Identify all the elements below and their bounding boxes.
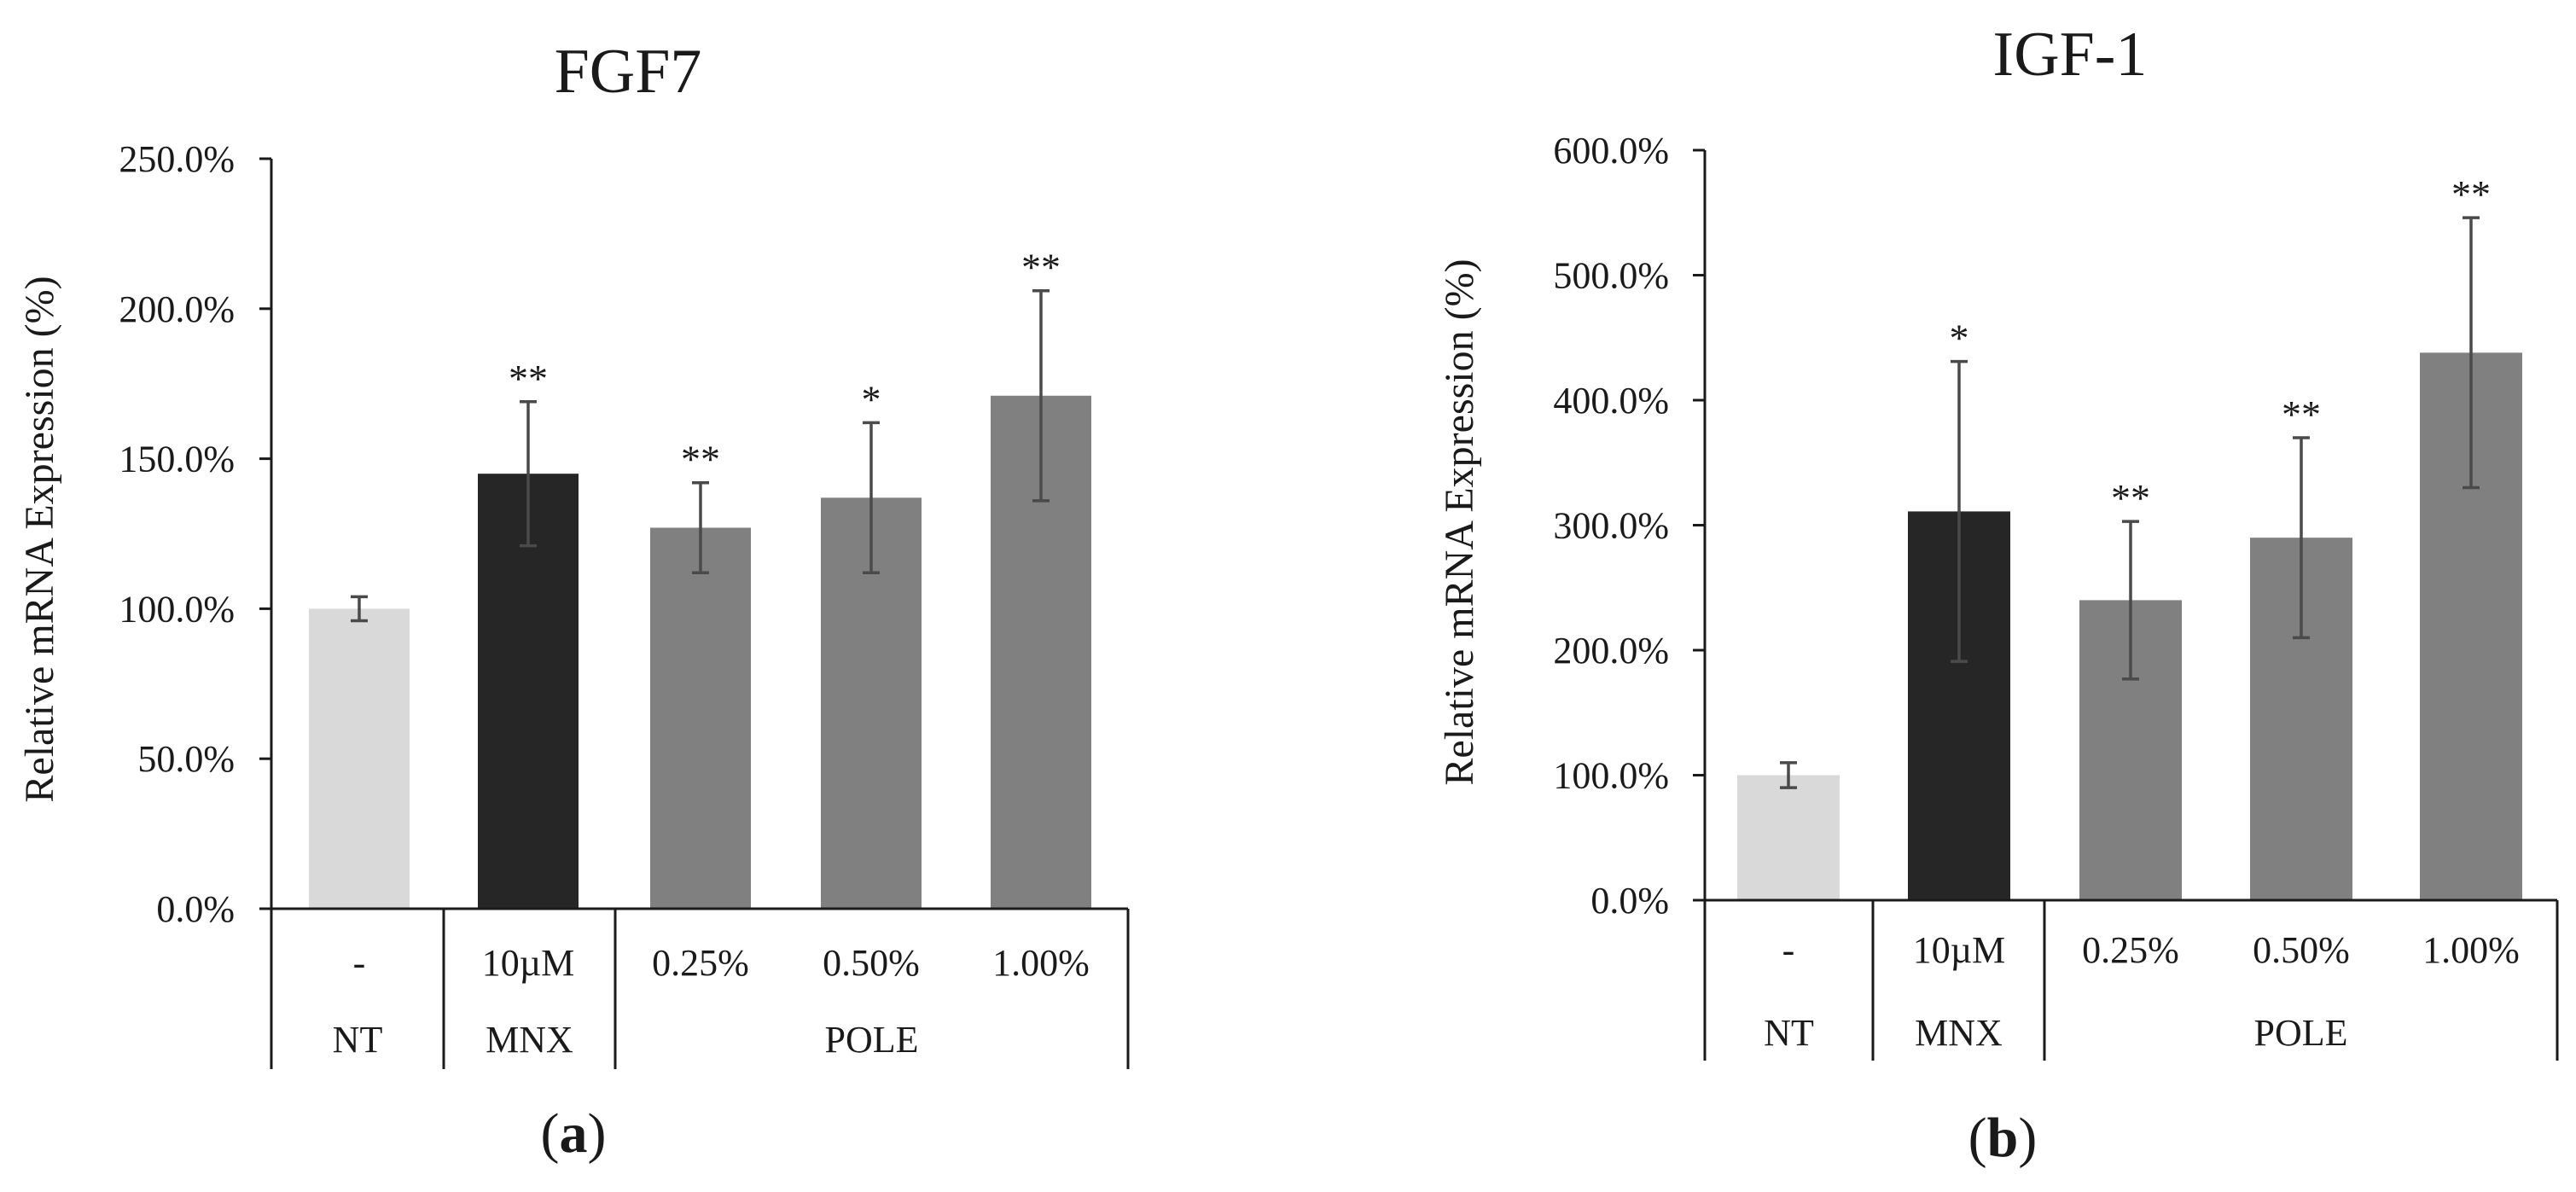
significance-marker: ** [509, 357, 548, 400]
bar [309, 608, 410, 909]
panel-paren-open: ( [541, 1102, 560, 1165]
significance-marker: ** [1021, 246, 1061, 289]
y-tick-label: 400.0% [1553, 380, 1669, 422]
panel-label: (b) [1968, 1107, 2038, 1169]
panel-letter: b [1987, 1107, 2019, 1169]
significance-marker: * [1950, 317, 1969, 360]
panel-letter: a [560, 1102, 588, 1165]
chart-title: IGF-1 [1993, 20, 2148, 90]
bar [650, 527, 751, 909]
y-tick-label: 250.0% [119, 138, 235, 180]
significance-marker: ** [2111, 476, 2150, 520]
chart-igf1: IGF-1 0.0% 100.0% 200.0% 300.0% 400.0% 500.0% 6… [1437, 20, 2559, 1169]
panel-paren-open: ( [1968, 1107, 1987, 1169]
significance-marker: ** [681, 438, 720, 481]
y-axis-label: Relative mRNA Expression (%) [17, 276, 62, 802]
y-tick-label: 500.0% [1553, 255, 1669, 297]
panel-label: (a) [541, 1102, 607, 1165]
y-tick-label: 300.0% [1553, 505, 1669, 547]
chart-fgf7: FGF7 0.0% 50.0% 100.0% 150.0% 200.0% 250.0% Rel… [17, 37, 1130, 1165]
chart-title: FGF7 [555, 37, 702, 107]
category-label: - [1782, 929, 1795, 971]
group-label: MNX [486, 1019, 573, 1061]
y-tick-label: 100.0% [1553, 755, 1669, 797]
y-tick-label: 0.0% [1590, 880, 1669, 922]
category-label: 1.00% [992, 942, 1090, 984]
significance-marker: * [862, 377, 881, 421]
panel-paren-close: ) [588, 1102, 607, 1165]
group-label: NT [333, 1019, 383, 1061]
significance-marker: ** [2282, 392, 2321, 436]
bar [1737, 775, 1840, 900]
group-label: NT [1764, 1012, 1814, 1054]
y-tick-label: 600.0% [1553, 130, 1669, 172]
y-axis-label: Relative mRNA Expression (%) [1437, 259, 1482, 785]
group-label: POLE [825, 1019, 919, 1061]
y-tick-label: 0.0% [156, 888, 235, 930]
category-label: 0.25% [652, 942, 749, 984]
category-label: 10µM [1913, 929, 2005, 971]
group-label: POLE [2254, 1012, 2348, 1054]
y-tick-label: 100.0% [119, 588, 235, 630]
category-label: 0.25% [2082, 929, 2179, 971]
panel-paren-close: ) [2018, 1107, 2037, 1169]
y-tick-label: 200.0% [119, 288, 235, 330]
category-label: 0.50% [2253, 929, 2350, 971]
category-label: 1.00% [2422, 929, 2520, 971]
y-tick-label: 200.0% [1553, 630, 1669, 672]
group-label: MNX [1915, 1012, 2003, 1054]
y-tick-label: 50.0% [137, 738, 235, 780]
category-label: - [353, 942, 366, 984]
significance-marker: ** [2451, 172, 2491, 216]
category-label: 10µM [482, 942, 574, 984]
category-label: 0.50% [823, 942, 920, 984]
y-tick-label: 150.0% [119, 439, 235, 480]
